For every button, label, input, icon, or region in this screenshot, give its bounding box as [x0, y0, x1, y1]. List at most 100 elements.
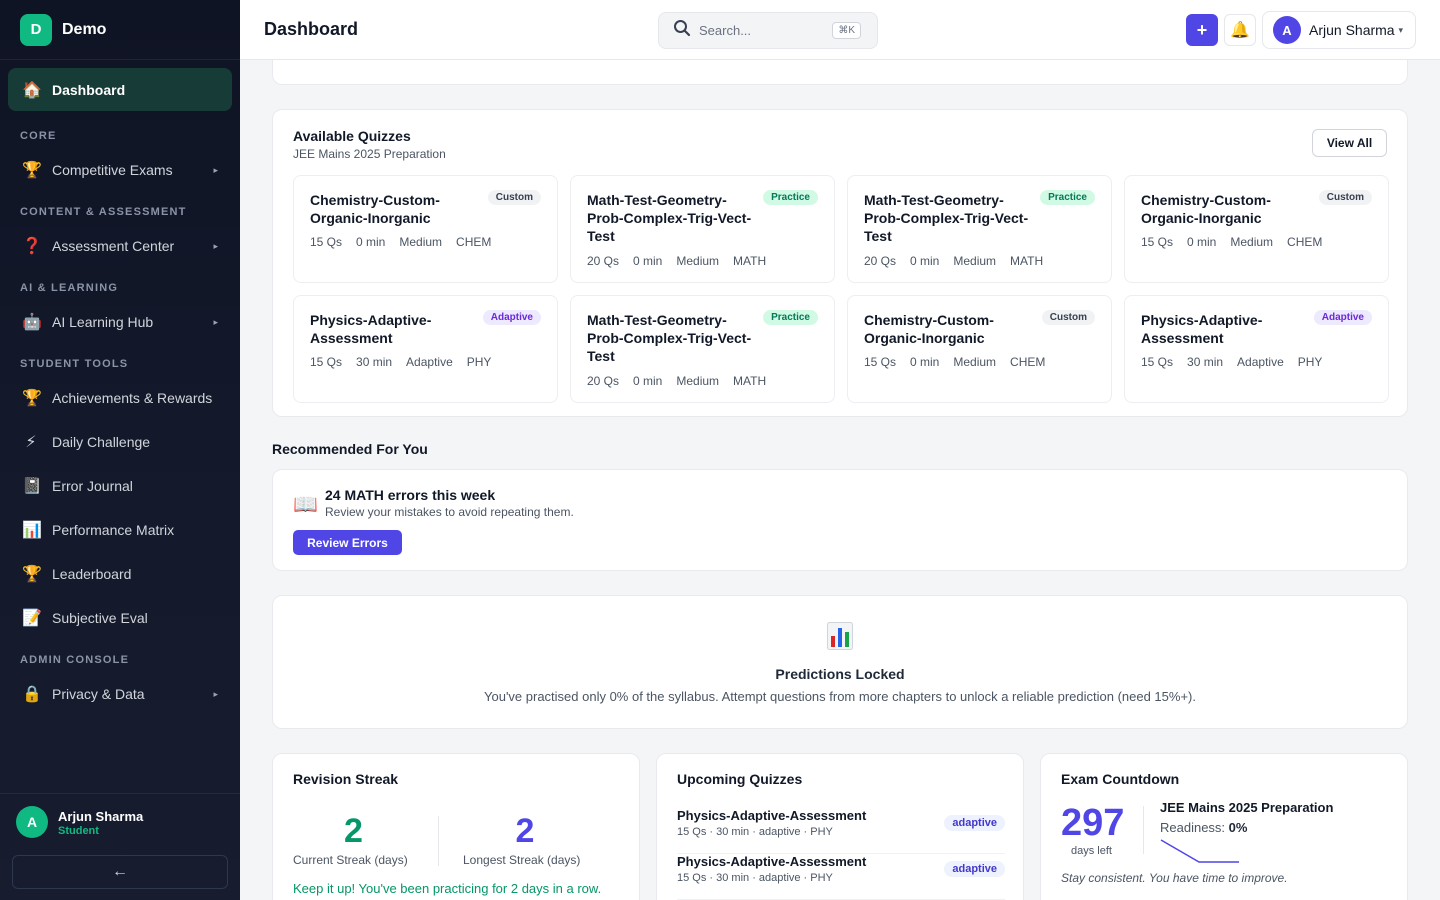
quiz-card[interactable]: Physics-Adaptive-Assessment Adaptive 15 … — [1124, 295, 1389, 403]
quiz-subject: PHY — [1297, 355, 1323, 369]
quiz-subject: MATH — [733, 254, 767, 268]
sidebar-item-error-journal[interactable]: 📓 Error Journal — [8, 466, 232, 506]
quiz-card[interactable]: Math-Test-Geometry-Prob-Complex-Trig-Vec… — [570, 175, 835, 283]
section-subtitle: JEE Mains 2025 Preparation — [293, 147, 446, 161]
quiz-questions: 20 Qs — [587, 254, 620, 268]
quiz-level: Medium — [676, 254, 720, 268]
lightning-icon: ⚡ — [25, 434, 37, 451]
sidebar-item-competitive-exams[interactable]: 🏆 Competitive Exams ▸ — [8, 150, 232, 190]
home-icon: 🏠 — [22, 81, 42, 99]
view-all-button[interactable]: View All — [1312, 129, 1387, 157]
quiz-questions: 15 Qs — [1141, 235, 1174, 249]
quiz-name: Physics-Adaptive-Assessment — [1141, 312, 1263, 346]
notebook-icon: 📓 — [22, 478, 42, 495]
sidebar-item-subjective-eval[interactable]: 📝 Subjective Eval — [8, 598, 232, 638]
sidebar-item-privacy[interactable]: 🔒 Privacy & Data ▸ — [8, 674, 232, 714]
quiz-level: Adaptive — [406, 355, 453, 369]
plus-icon: + — [1196, 19, 1208, 40]
section-title-ai: AI & LEARNING — [20, 282, 119, 294]
quiz-type-badge: Practice — [763, 190, 818, 205]
chevron-down-icon: ▾ — [1398, 24, 1403, 35]
brand-logo: D — [20, 13, 52, 46]
avatar[interactable]: A — [16, 806, 48, 838]
quiz-questions: 20 Qs — [587, 374, 620, 388]
quiz-name: Math-Test-Geometry-Prob-Complex-Trig-Vec… — [864, 192, 1029, 244]
days-left-value: 297 — [1061, 802, 1125, 844]
card-title: Exam Countdown — [1061, 771, 1180, 787]
quiz-card[interactable]: Physics-Adaptive-Assessment Adaptive 15 … — [293, 295, 558, 403]
quiz-meta: 15 Qs 30 min Adaptive PHY — [310, 355, 491, 369]
upcoming-quizzes-card: Upcoming Quizzes Physics-Adaptive-Assess… — [656, 753, 1024, 900]
sidebar-item-label: Performance Matrix — [52, 522, 175, 538]
quiz-type-badge: adaptive — [944, 861, 1005, 877]
sidebar-item-label: AI Learning Hub — [52, 314, 154, 330]
readiness-sparkline — [1160, 839, 1239, 863]
sidebar-footer: A Arjun Sharma Student ← — [0, 793, 240, 900]
search-shortcut: ⌘K — [832, 22, 861, 39]
current-streak-label: Current Streak (days) — [293, 853, 408, 867]
brand[interactable]: D Demo — [0, 0, 240, 60]
list-item[interactable]: Physics-Adaptive-Assessment 15 Qs · 30 m… — [677, 808, 1005, 854]
recommendation-card: 📖 24 MATH errors this week Review your m… — [272, 469, 1408, 571]
add-button[interactable]: + — [1186, 14, 1218, 46]
recommended-title: Recommended For You — [272, 441, 428, 457]
list-item[interactable]: Physics-Adaptive-Assessment 15 Qs · 30 m… — [677, 854, 1005, 900]
sidebar-item-leaderboard[interactable]: 🏆 Leaderboard — [8, 554, 232, 594]
review-errors-button[interactable]: Review Errors — [293, 530, 402, 555]
sidebar-item-assessment-center[interactable]: ❓ Assessment Center ▸ — [8, 226, 232, 266]
quiz-meta: 15 Qs · 30 min · adaptive · PHY — [677, 826, 833, 838]
quiz-subject: MATH — [733, 374, 767, 388]
quiz-meta: 15 Qs 0 min Medium CHEM — [864, 355, 1045, 369]
arrow-left-icon: ← — [112, 863, 128, 880]
sidebar: D Demo 🏠 Dashboard CORE 🏆 Competitive Ex… — [0, 0, 240, 900]
quiz-card[interactable]: Math-Test-Geometry-Prob-Complex-Trig-Vec… — [570, 295, 835, 403]
section-title-content: CONTENT & ASSESSMENT — [20, 206, 187, 218]
trophy-icon: 🏆 — [22, 566, 42, 583]
section-title-core: CORE — [20, 130, 57, 142]
profile-menu-button[interactable]: A Arjun Sharma ▾ — [1262, 11, 1416, 49]
quiz-questions: 15 Qs — [310, 355, 343, 369]
quiz-time: 0 min — [633, 374, 663, 388]
collapse-sidebar-button[interactable]: ← — [12, 855, 228, 889]
exam-countdown-card: Exam Countdown 297 days left JEE Mains 2… — [1040, 753, 1408, 900]
quiz-time: 0 min — [1187, 235, 1217, 249]
quiz-time: 0 min — [910, 355, 940, 369]
quiz-card[interactable]: Chemistry-Custom-Organic-Inorganic Custo… — [847, 295, 1112, 403]
quiz-meta: 15 Qs 0 min Medium CHEM — [1141, 235, 1322, 249]
sidebar-item-performance-matrix[interactable]: 📊 Performance Matrix — [8, 510, 232, 550]
quiz-level: Medium — [1230, 235, 1274, 249]
quiz-type-badge: Custom — [1041, 310, 1095, 325]
user-role: Student — [58, 825, 99, 837]
search-input[interactable]: Search... ⌘K — [658, 12, 878, 49]
current-streak-value: 2 — [344, 812, 363, 850]
sidebar-item-daily-challenge[interactable]: ⚡ Daily Challenge — [8, 422, 232, 462]
quiz-card[interactable]: Math-Test-Geometry-Prob-Complex-Trig-Vec… — [847, 175, 1112, 283]
quiz-level: Adaptive — [1237, 355, 1284, 369]
section-title: Available Quizzes — [293, 128, 411, 144]
quiz-type-badge: Custom — [1318, 190, 1372, 205]
quiz-card[interactable]: Chemistry-Custom-Organic-Inorganic Custo… — [1124, 175, 1389, 283]
quiz-meta: 20 Qs 0 min Medium MATH — [587, 254, 766, 268]
quiz-subject: CHEM — [456, 235, 492, 249]
quiz-time: 30 min — [356, 355, 393, 369]
quiz-questions: 15 Qs — [864, 355, 897, 369]
section-title-student: STUDENT TOOLS — [20, 358, 129, 370]
profile-name: Arjun Sharma — [1309, 22, 1395, 38]
notifications-button[interactable]: 🔔 — [1224, 14, 1256, 46]
quiz-subject: CHEM — [1010, 355, 1046, 369]
quiz-name: Math-Test-Geometry-Prob-Complex-Trig-Vec… — [587, 192, 752, 244]
top-header: Dashboard Search... ⌘K + 🔔 A Arjun Sharm… — [240, 0, 1440, 60]
quiz-name: Chemistry-Custom-Organic-Inorganic — [310, 192, 440, 226]
quiz-meta: 15 Qs · 30 min · adaptive · PHY — [677, 872, 833, 884]
quiz-time: 0 min — [356, 235, 386, 249]
quiz-type-badge: Adaptive — [482, 310, 541, 325]
longest-streak-value: 2 — [515, 812, 535, 850]
sidebar-item-dashboard[interactable]: 🏠 Dashboard — [8, 68, 232, 111]
quiz-name: Physics-Adaptive-Assessment — [677, 854, 867, 869]
quiz-card[interactable]: Chemistry-Custom-Organic-Inorganic Custo… — [293, 175, 558, 283]
sidebar-item-label: Daily Challenge — [52, 434, 151, 450]
chevron-right-icon: ▸ — [213, 688, 218, 699]
sidebar-item-achievements[interactable]: 🏆 Achievements & Rewards — [8, 378, 232, 418]
quiz-type-badge: Adaptive — [1313, 310, 1372, 325]
sidebar-item-ai-learning-hub[interactable]: 🤖 AI Learning Hub ▸ — [8, 302, 232, 342]
